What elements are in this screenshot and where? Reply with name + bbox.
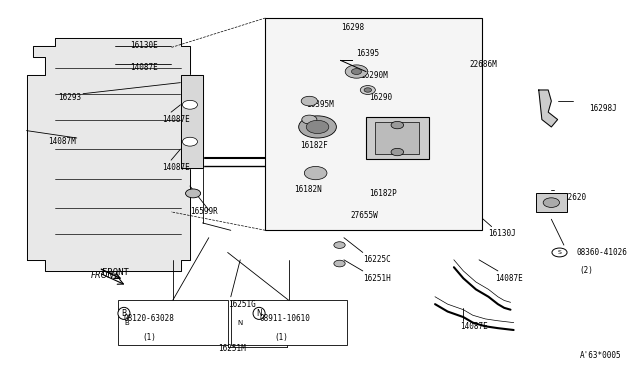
Text: A'63*0005: A'63*0005	[580, 351, 621, 360]
Text: 14087E: 14087E	[460, 322, 488, 331]
Text: 16251M: 16251M	[218, 344, 246, 353]
Text: 16182F: 16182F	[300, 141, 328, 150]
Circle shape	[301, 96, 317, 106]
Bar	[231, 301, 347, 345]
Text: 16225C: 16225C	[363, 255, 390, 264]
Text: N: N	[256, 309, 262, 318]
Text: 16182N: 16182N	[294, 185, 321, 194]
Circle shape	[391, 148, 404, 156]
Text: 27655W: 27655W	[350, 211, 378, 220]
Text: (1): (1)	[143, 333, 157, 342]
Text: B: B	[124, 320, 129, 326]
Circle shape	[391, 121, 404, 129]
Bar	[118, 301, 228, 345]
Text: S: S	[557, 250, 561, 255]
Text: 14087E: 14087E	[495, 274, 522, 283]
Text: B: B	[122, 309, 127, 318]
Text: 16293: 16293	[58, 93, 81, 102]
Circle shape	[360, 86, 375, 94]
Text: 16290: 16290	[369, 93, 392, 102]
Text: 16182E: 16182E	[300, 119, 328, 128]
Bar	[366, 117, 429, 159]
Circle shape	[182, 137, 198, 146]
Text: 16298J: 16298J	[589, 104, 617, 113]
Text: 08911-10610: 08911-10610	[259, 314, 310, 323]
Circle shape	[334, 242, 345, 248]
Circle shape	[351, 68, 362, 74]
Text: FRONT: FRONT	[91, 271, 120, 280]
Text: 14087M: 14087M	[49, 137, 76, 146]
Circle shape	[299, 116, 337, 138]
Text: (1): (1)	[275, 333, 289, 342]
Polygon shape	[26, 38, 190, 271]
Text: 22620: 22620	[564, 193, 587, 202]
Text: 14087E: 14087E	[162, 163, 189, 172]
Circle shape	[345, 65, 368, 78]
Circle shape	[552, 248, 567, 257]
Text: 16395M: 16395M	[306, 100, 334, 109]
Circle shape	[334, 260, 345, 267]
Polygon shape	[539, 90, 557, 127]
Circle shape	[306, 120, 329, 134]
Text: N: N	[237, 320, 243, 326]
Text: 08360-41026: 08360-41026	[577, 248, 627, 257]
Text: 16130J: 16130J	[488, 230, 516, 238]
Text: 16251G: 16251G	[228, 300, 255, 309]
Text: FRONT: FRONT	[102, 268, 129, 277]
Text: 16290M: 16290M	[360, 71, 387, 80]
Text: 16251H: 16251H	[363, 274, 390, 283]
Bar	[266, 18, 482, 230]
Text: 14087E: 14087E	[130, 63, 158, 72]
Text: 16298: 16298	[340, 23, 364, 32]
Text: (2): (2)	[580, 266, 593, 275]
Polygon shape	[180, 75, 202, 167]
Circle shape	[305, 166, 327, 180]
Text: 16395: 16395	[356, 49, 380, 58]
Bar	[536, 193, 567, 212]
Circle shape	[186, 189, 200, 198]
Text: 14087E: 14087E	[162, 115, 189, 124]
Text: 08120-63028: 08120-63028	[124, 314, 175, 323]
Text: 16599R: 16599R	[190, 207, 218, 217]
Circle shape	[543, 198, 559, 208]
Bar	[375, 122, 419, 154]
Circle shape	[182, 100, 198, 109]
Text: 22686M: 22686M	[470, 60, 497, 69]
Text: 16130E: 16130E	[130, 41, 158, 50]
Text: 16182P: 16182P	[369, 189, 397, 198]
Circle shape	[364, 88, 372, 92]
Circle shape	[302, 115, 317, 124]
